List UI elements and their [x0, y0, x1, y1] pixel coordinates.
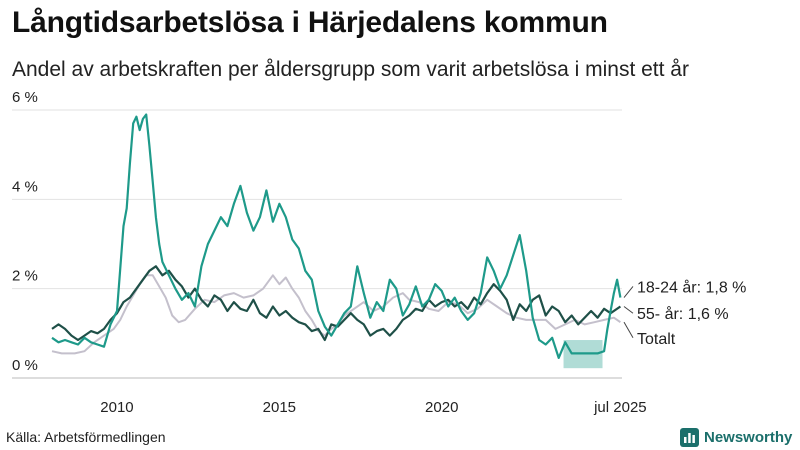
- y-tick-label: 4 %: [12, 178, 38, 195]
- chart-title: Långtidsarbetslösa i Härjedalens kommun: [12, 6, 608, 39]
- series-line: [51, 113, 622, 359]
- series-line: [51, 265, 622, 342]
- x-tick-label: 2015: [263, 399, 296, 416]
- label-leader: [623, 306, 634, 314]
- y-tick-label: 2 %: [12, 268, 38, 285]
- y-tick-label: 6 %: [12, 89, 38, 106]
- chart-subtitle: Andel av arbetskraften per åldersgrupp s…: [12, 58, 689, 81]
- x-tick-label: 2010: [100, 399, 133, 416]
- series-end-label: 55- år: 1,6 %: [637, 305, 729, 323]
- series-end-label: Totalt: [637, 331, 676, 348]
- x-tick-label: jul 2025: [593, 399, 647, 416]
- x-tick-label: 2020: [425, 399, 458, 416]
- label-leader: [623, 321, 634, 339]
- source-note: Källa: Arbetsförmedlingen: [6, 429, 166, 445]
- series-end-label: 18-24 år: 1,8 %: [637, 278, 746, 296]
- bar-chart-icon: [680, 427, 699, 447]
- logo-text: Newsworthy: [704, 428, 793, 446]
- y-tick-label: 0 %: [12, 357, 38, 374]
- label-leader: [623, 286, 634, 298]
- newsworthy-logo[interactable]: Newsworthy: [680, 426, 792, 448]
